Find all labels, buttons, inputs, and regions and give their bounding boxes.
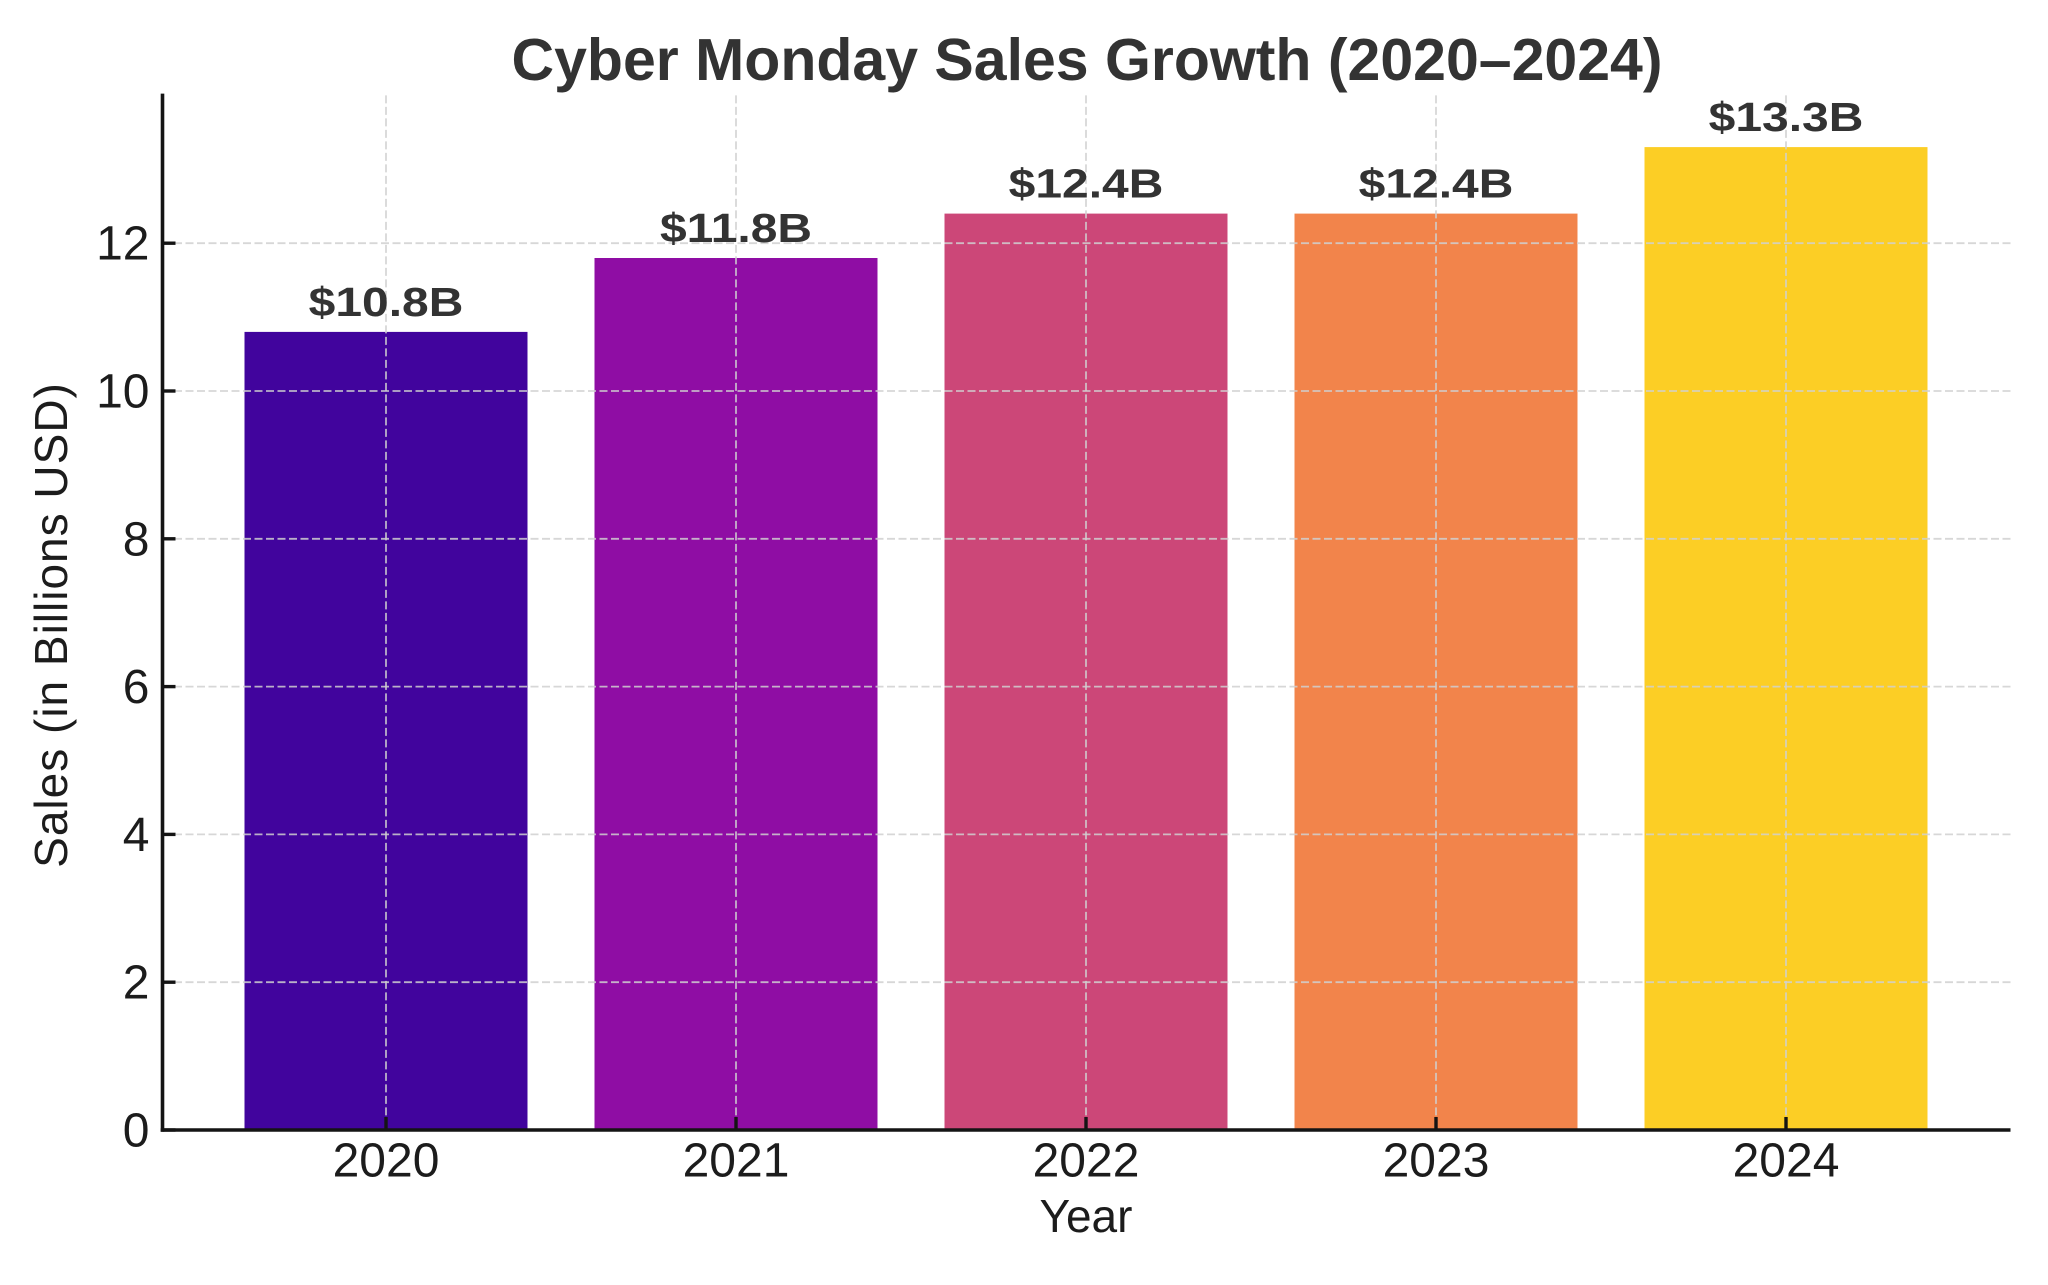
svg-text:Cyber Monday Sales Growth (202: Cyber Monday Sales Growth (2020–2024)	[512, 27, 1663, 93]
svg-text:$10.8B: $10.8B	[309, 280, 464, 325]
svg-text:8: 8	[123, 513, 150, 566]
svg-text:2022: 2022	[1033, 1135, 1140, 1188]
svg-text:4: 4	[123, 809, 150, 862]
svg-text:Sales (in Billions USD): Sales (in Billions USD)	[25, 382, 77, 868]
svg-text:$11.8B: $11.8B	[660, 206, 812, 251]
svg-text:6: 6	[123, 661, 150, 714]
svg-text:Year: Year	[1040, 1190, 1133, 1242]
svg-text:$12.4B: $12.4B	[1359, 162, 1514, 207]
svg-text:2023: 2023	[1383, 1135, 1490, 1188]
svg-text:$13.3B: $13.3B	[1709, 95, 1864, 140]
svg-text:2024: 2024	[1733, 1135, 1840, 1188]
svg-text:2020: 2020	[333, 1135, 440, 1188]
svg-text:$12.4B: $12.4B	[1009, 162, 1164, 207]
svg-text:2: 2	[123, 957, 150, 1010]
svg-text:12: 12	[96, 218, 149, 271]
svg-text:0: 0	[123, 1104, 150, 1157]
svg-text:2021: 2021	[683, 1135, 790, 1188]
svg-text:10: 10	[96, 366, 149, 419]
